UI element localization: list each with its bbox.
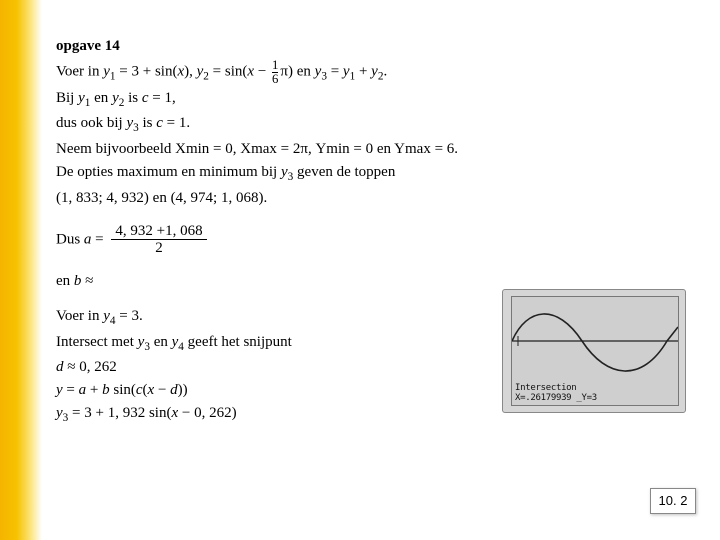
txt: = 3 + 1, 932 sin(: [68, 405, 171, 421]
var-y: y: [103, 308, 110, 324]
txt: Bij: [56, 90, 78, 106]
txt: .: [383, 64, 387, 80]
fraction-average: 4, 932 +1, 0682: [111, 223, 206, 257]
calculator-screenshot: Intersection X=.26179939 _Y=3: [502, 289, 686, 413]
var-y: y: [56, 382, 63, 398]
txt: ≈: [81, 273, 93, 289]
line-4: Neem bijvoorbeeld Xmin = 0, Xmax = 2π, Y…: [56, 139, 656, 160]
var-y: y: [281, 164, 288, 180]
denom: 2: [111, 239, 206, 257]
txt: =: [91, 231, 107, 247]
txt: π) en: [280, 64, 314, 80]
line-5: De opties maximum en minimum bij y3 geve…: [56, 162, 656, 186]
txt: Voer in: [56, 64, 103, 80]
txt: en: [90, 90, 112, 106]
txt: = 1,: [149, 90, 176, 106]
numer: 4, 932 +1, 068: [111, 223, 206, 240]
txt: Intersect met: [56, 334, 138, 350]
values: X=.26179939 _Y=3: [515, 393, 597, 403]
txt: −: [154, 382, 170, 398]
var-y: y: [112, 90, 119, 106]
txt: =: [327, 64, 343, 80]
txt: geeft het snijpunt: [184, 334, 292, 350]
txt: = 3 + sin(: [116, 64, 178, 80]
var-y: y: [343, 64, 350, 80]
calculator-readout: Intersection X=.26179939 _Y=3: [515, 383, 597, 403]
txt: − 0, 262): [178, 405, 236, 421]
var-c: c: [136, 382, 143, 398]
var-d: d: [170, 382, 178, 398]
var-c: c: [156, 115, 163, 131]
line-3: dus ook bij y3 is c = 1.: [56, 113, 656, 137]
txt: Dus: [56, 231, 84, 247]
txt: = sin(: [209, 64, 247, 80]
accent-band: [0, 0, 42, 540]
txt: −: [254, 64, 270, 80]
page-badge: 10. 2: [650, 488, 696, 514]
fraction-one-sixth: 16: [272, 59, 278, 86]
var-y: y: [371, 64, 378, 80]
exercise-title: opgave 14: [56, 36, 656, 57]
var-y: y: [103, 64, 110, 80]
var-c: c: [142, 90, 149, 106]
txt: en: [150, 334, 172, 350]
line-2: Bij y1 en y2 is c = 1,: [56, 88, 656, 112]
txt: = 3.: [116, 308, 143, 324]
sine-curve: [512, 314, 678, 371]
txt: geven de toppen: [293, 164, 395, 180]
var-y: y: [78, 90, 85, 106]
txt: +: [355, 64, 371, 80]
txt: =: [63, 382, 79, 398]
txt: De opties maximum en minimum bij: [56, 164, 281, 180]
var-d: d: [56, 359, 64, 375]
var-y: y: [56, 405, 63, 421]
txt: )): [178, 382, 188, 398]
numer: 1: [272, 59, 278, 72]
denom: 6: [272, 72, 278, 86]
txt: sin(: [110, 382, 136, 398]
txt: ≈ 0, 262: [64, 359, 117, 375]
txt: en: [56, 273, 74, 289]
line-dus-a: Dus a = 4, 932 +1, 0682: [56, 223, 656, 257]
txt: +: [86, 382, 102, 398]
txt: = 1.: [163, 115, 190, 131]
label: Intersection: [515, 383, 597, 393]
txt: is: [139, 115, 157, 131]
calculator-screen: Intersection X=.26179939 _Y=3: [511, 296, 679, 406]
var-b: b: [102, 382, 110, 398]
txt: ),: [184, 64, 197, 80]
txt: dus ook bij: [56, 115, 126, 131]
line-6: (1, 833; 4, 932) en (4, 974; 1, 068).: [56, 188, 656, 209]
txt: Voer in: [56, 308, 103, 324]
txt: is: [124, 90, 142, 106]
line-1: Voer in y1 = 3 + sin(x), y2 = sin(x − 16…: [56, 59, 656, 86]
